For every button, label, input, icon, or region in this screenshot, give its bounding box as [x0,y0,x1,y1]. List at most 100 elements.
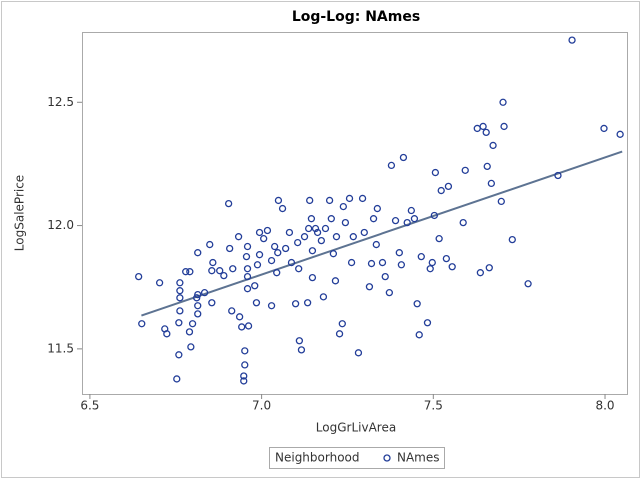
y-tick-label: 12.0 [47,218,74,232]
point [267,302,276,310]
point [176,287,184,295]
point [267,256,276,265]
point [385,288,394,297]
point [251,282,259,290]
point [524,280,532,288]
point [226,244,234,253]
point [297,346,306,354]
point [321,224,330,233]
point [508,235,516,244]
point [600,124,608,133]
point [186,268,194,276]
point [430,211,438,220]
point [369,215,378,223]
point [135,272,143,281]
point [242,252,251,261]
point [554,171,562,180]
point [285,228,294,237]
point [243,272,252,281]
point [338,320,346,328]
point [241,361,249,369]
point [435,234,443,243]
point [616,130,624,138]
point [208,267,216,275]
point [483,162,491,171]
point [347,258,356,267]
point [499,98,507,106]
point [295,337,304,345]
point [335,330,344,338]
point [500,122,508,131]
point [273,269,281,277]
y-axis-label: LogSalePrice [13,175,27,251]
point [311,224,320,233]
point [378,258,387,267]
point [228,307,236,315]
legend-title: Neighborhood [275,451,360,465]
point [271,242,279,251]
point [260,234,268,243]
point [194,290,202,299]
x-tick-label: 7.5 [424,399,443,413]
point [313,228,322,237]
point [372,240,380,249]
point [274,249,282,257]
point [327,215,335,223]
point [349,233,357,241]
point [354,349,363,357]
point [216,267,224,275]
point [294,238,302,247]
point [339,202,347,211]
point [473,124,481,133]
point [461,166,469,174]
legend-box [269,447,445,469]
chart-border [1,1,640,478]
point [358,194,367,203]
point [341,218,350,227]
point [224,199,233,208]
point [209,258,217,267]
point [305,224,313,233]
x-tick-label: 6.5 [80,399,99,413]
point [459,218,467,227]
x-tick-label: 8.0 [595,399,614,413]
point [244,322,253,330]
point [306,196,314,205]
point [175,319,183,327]
point [417,252,425,261]
point [208,299,216,307]
point [391,216,400,225]
point [415,331,423,339]
point [185,328,194,336]
point [253,261,262,269]
point [238,323,246,331]
point [329,250,338,258]
point [403,218,411,227]
point [281,244,290,253]
point [479,122,487,131]
point [426,265,434,273]
point [243,285,252,293]
point [423,319,432,327]
point [176,279,184,287]
point [444,182,453,191]
point [497,197,505,206]
chart-title: Log-Log: NAmes [292,9,420,25]
point [255,228,264,237]
y-tick-label: 11.5 [47,341,74,355]
point [188,320,197,328]
point [235,313,244,321]
point [482,128,490,137]
point [428,258,436,267]
point [308,273,317,282]
point [278,204,287,213]
point [263,226,272,235]
point [365,283,374,291]
point [360,228,368,237]
point [448,263,456,271]
point [206,240,214,249]
point [319,293,328,301]
point [243,242,252,251]
point [476,269,485,277]
point [303,299,312,307]
